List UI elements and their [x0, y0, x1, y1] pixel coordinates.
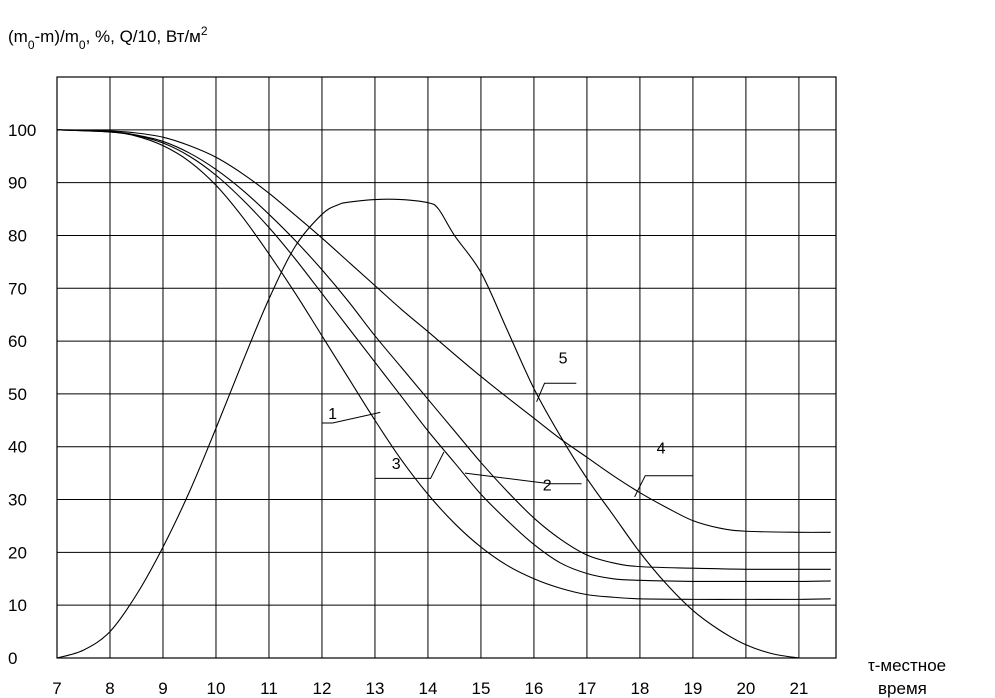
curve-label-1: 1 — [328, 406, 337, 423]
y-tick-0: 0 — [8, 649, 17, 668]
y-tick-90: 90 — [8, 174, 27, 193]
plot-frame — [56, 76, 837, 659]
curve-label-4: 4 — [657, 440, 666, 457]
y-tick-30: 30 — [8, 491, 27, 510]
curve-label-2: 2 — [543, 477, 552, 494]
y-tick-60: 60 — [8, 332, 27, 351]
curve-5 — [56, 198, 799, 659]
x-axis-title-line2: время — [878, 679, 927, 698]
x-tick-labels: 7 8 9 10 11 12 13 14 15 16 17 18 19 20 21 — [52, 679, 808, 698]
curve-2 — [56, 129, 831, 570]
x-tick-17: 17 — [577, 679, 596, 698]
y-tick-10: 10 — [8, 596, 27, 615]
leader-4 — [634, 475, 693, 498]
leader-1 — [322, 411, 381, 424]
y-tick-70: 70 — [8, 279, 27, 298]
x-tick-20: 20 — [736, 679, 755, 698]
y-tick-80: 80 — [8, 226, 27, 245]
curve-1 — [56, 129, 831, 600]
x-tick-15: 15 — [471, 679, 490, 698]
x-tick-12: 12 — [313, 679, 332, 698]
leader-3 — [375, 451, 445, 479]
curves — [56, 129, 831, 659]
x-axis-title-line1: τ-местное — [868, 656, 946, 675]
x-tick-18: 18 — [630, 679, 649, 698]
x-tick-21: 21 — [789, 679, 808, 698]
y-tick-100: 100 — [8, 121, 36, 140]
y-tick-20: 20 — [8, 543, 27, 562]
x-tick-11: 11 — [260, 679, 278, 698]
leader-2 — [464, 472, 582, 485]
x-tick-16: 16 — [524, 679, 543, 698]
curve-labels: 1 2 3 4 5 — [328, 351, 666, 495]
x-tick-13: 13 — [365, 679, 384, 698]
y-tick-50: 50 — [8, 385, 27, 404]
y-tick-labels: 0 10 20 30 40 50 60 70 80 90 100 — [8, 121, 36, 668]
x-tick-8: 8 — [105, 679, 114, 698]
curve-label-3: 3 — [392, 456, 401, 473]
curve-4 — [56, 129, 831, 533]
x-tick-7: 7 — [52, 679, 61, 698]
y-tick-40: 40 — [8, 438, 27, 457]
leader-5 — [536, 382, 577, 402]
grid — [56, 76, 837, 659]
curve-label-5: 5 — [559, 351, 568, 368]
y-axis-title: (m0-m)/m0, %, Q/10, Вт/м2 — [8, 24, 208, 52]
x-tick-9: 9 — [158, 679, 167, 698]
curve-leaders — [322, 382, 693, 498]
x-tick-10: 10 — [207, 679, 226, 698]
x-tick-14: 14 — [418, 679, 437, 698]
curve-3 — [56, 129, 831, 583]
x-tick-19: 19 — [683, 679, 702, 698]
